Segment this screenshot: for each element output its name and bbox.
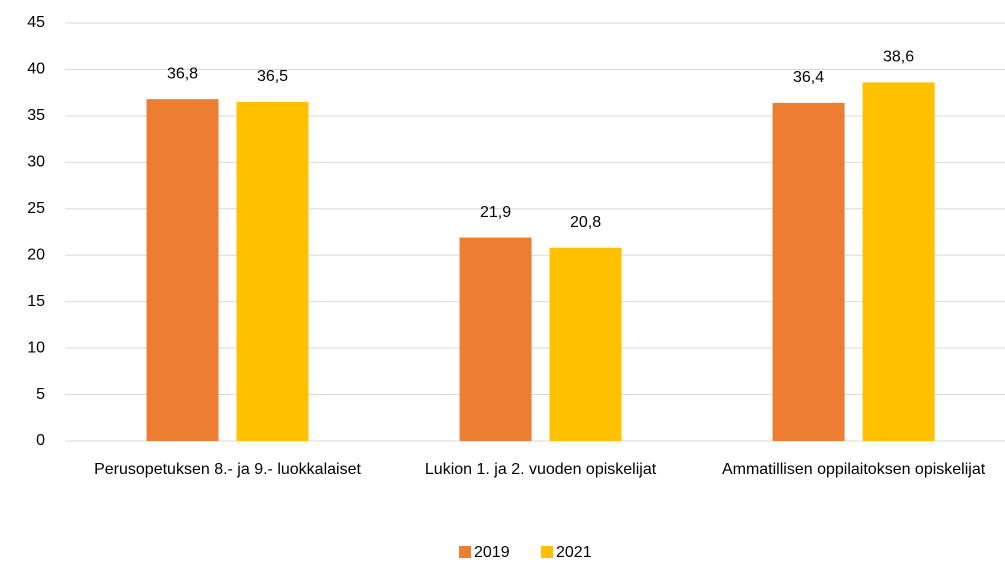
x-tick-label: Ammatillisen oppilaitoksen opiskelijat	[721, 461, 986, 478]
legend-label: 2019	[474, 544, 510, 561]
y-tick-label: 30	[27, 154, 45, 171]
legend-swatch	[459, 546, 471, 558]
bar	[459, 237, 532, 441]
y-tick-label: 15	[27, 293, 45, 310]
data-label: 36,5	[257, 68, 288, 85]
bar	[236, 101, 309, 441]
bar	[862, 82, 935, 442]
data-label: 36,8	[167, 65, 198, 82]
x-tick-label: Lukion 1. ja 2. vuoden opiskelijat	[424, 461, 657, 478]
y-tick-label: 0	[36, 432, 45, 449]
y-tick-label: 5	[36, 386, 45, 403]
y-tick-label: 10	[27, 339, 45, 356]
legend-label: 2021	[556, 544, 592, 561]
y-tick-label: 40	[27, 61, 45, 78]
y-tick-label: 35	[27, 107, 45, 124]
data-label: 20,8	[570, 214, 601, 231]
bar	[772, 102, 845, 441]
y-tick-label: 45	[27, 14, 45, 31]
data-label: 21,9	[480, 204, 511, 221]
data-label: 38,6	[883, 49, 914, 66]
x-tick-label: Perusopetuksen 8.- ja 9.- luokkalaiset	[94, 461, 361, 478]
legend-swatch	[541, 546, 553, 558]
y-tick-label: 20	[27, 246, 45, 263]
y-tick-label: 25	[27, 200, 45, 217]
bar	[146, 99, 219, 442]
data-label: 36,4	[793, 69, 824, 86]
bar	[549, 247, 622, 441]
